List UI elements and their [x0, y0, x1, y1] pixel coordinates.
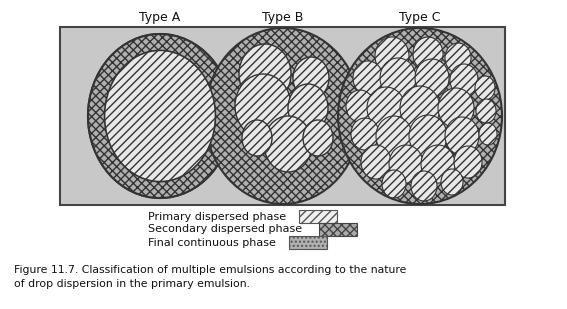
Ellipse shape [421, 145, 455, 183]
Ellipse shape [411, 171, 437, 201]
Ellipse shape [104, 50, 215, 182]
Ellipse shape [476, 99, 496, 123]
Ellipse shape [479, 123, 497, 145]
Ellipse shape [293, 57, 329, 99]
Ellipse shape [438, 88, 474, 128]
Ellipse shape [239, 44, 291, 104]
Ellipse shape [375, 37, 409, 75]
Text: Type B: Type B [263, 11, 304, 24]
Ellipse shape [380, 58, 416, 98]
Ellipse shape [361, 145, 391, 179]
Ellipse shape [400, 86, 440, 130]
Ellipse shape [367, 87, 405, 129]
Ellipse shape [353, 61, 383, 95]
Ellipse shape [205, 28, 361, 204]
Ellipse shape [242, 120, 272, 156]
Text: Figure 11.7. Classification of multiple emulsions according to the nature
of dro: Figure 11.7. Classification of multiple … [14, 265, 407, 289]
Ellipse shape [445, 117, 479, 155]
Ellipse shape [413, 37, 443, 71]
Ellipse shape [288, 84, 328, 132]
Ellipse shape [351, 118, 379, 150]
Ellipse shape [389, 145, 423, 183]
Text: Type A: Type A [139, 11, 181, 24]
Ellipse shape [409, 115, 447, 157]
Ellipse shape [415, 59, 449, 97]
Text: Primary dispersed phase: Primary dispersed phase [148, 211, 286, 222]
Ellipse shape [454, 146, 482, 178]
Text: Secondary dispersed phase: Secondary dispersed phase [148, 225, 302, 235]
Text: Type C: Type C [399, 11, 441, 24]
Ellipse shape [264, 116, 312, 172]
Bar [299, 210, 337, 223]
Ellipse shape [88, 34, 232, 198]
Ellipse shape [376, 116, 412, 156]
Bar [289, 236, 327, 249]
Text: Final continuous phase: Final continuous phase [148, 238, 276, 248]
Ellipse shape [382, 170, 406, 198]
Ellipse shape [338, 28, 502, 204]
Ellipse shape [88, 34, 232, 198]
Ellipse shape [346, 90, 374, 122]
Bar [60, 27, 505, 205]
Ellipse shape [235, 74, 291, 138]
Ellipse shape [445, 43, 471, 73]
Ellipse shape [450, 64, 478, 96]
Bar [319, 223, 357, 236]
Ellipse shape [475, 76, 495, 100]
Ellipse shape [441, 169, 463, 195]
Ellipse shape [303, 120, 333, 156]
